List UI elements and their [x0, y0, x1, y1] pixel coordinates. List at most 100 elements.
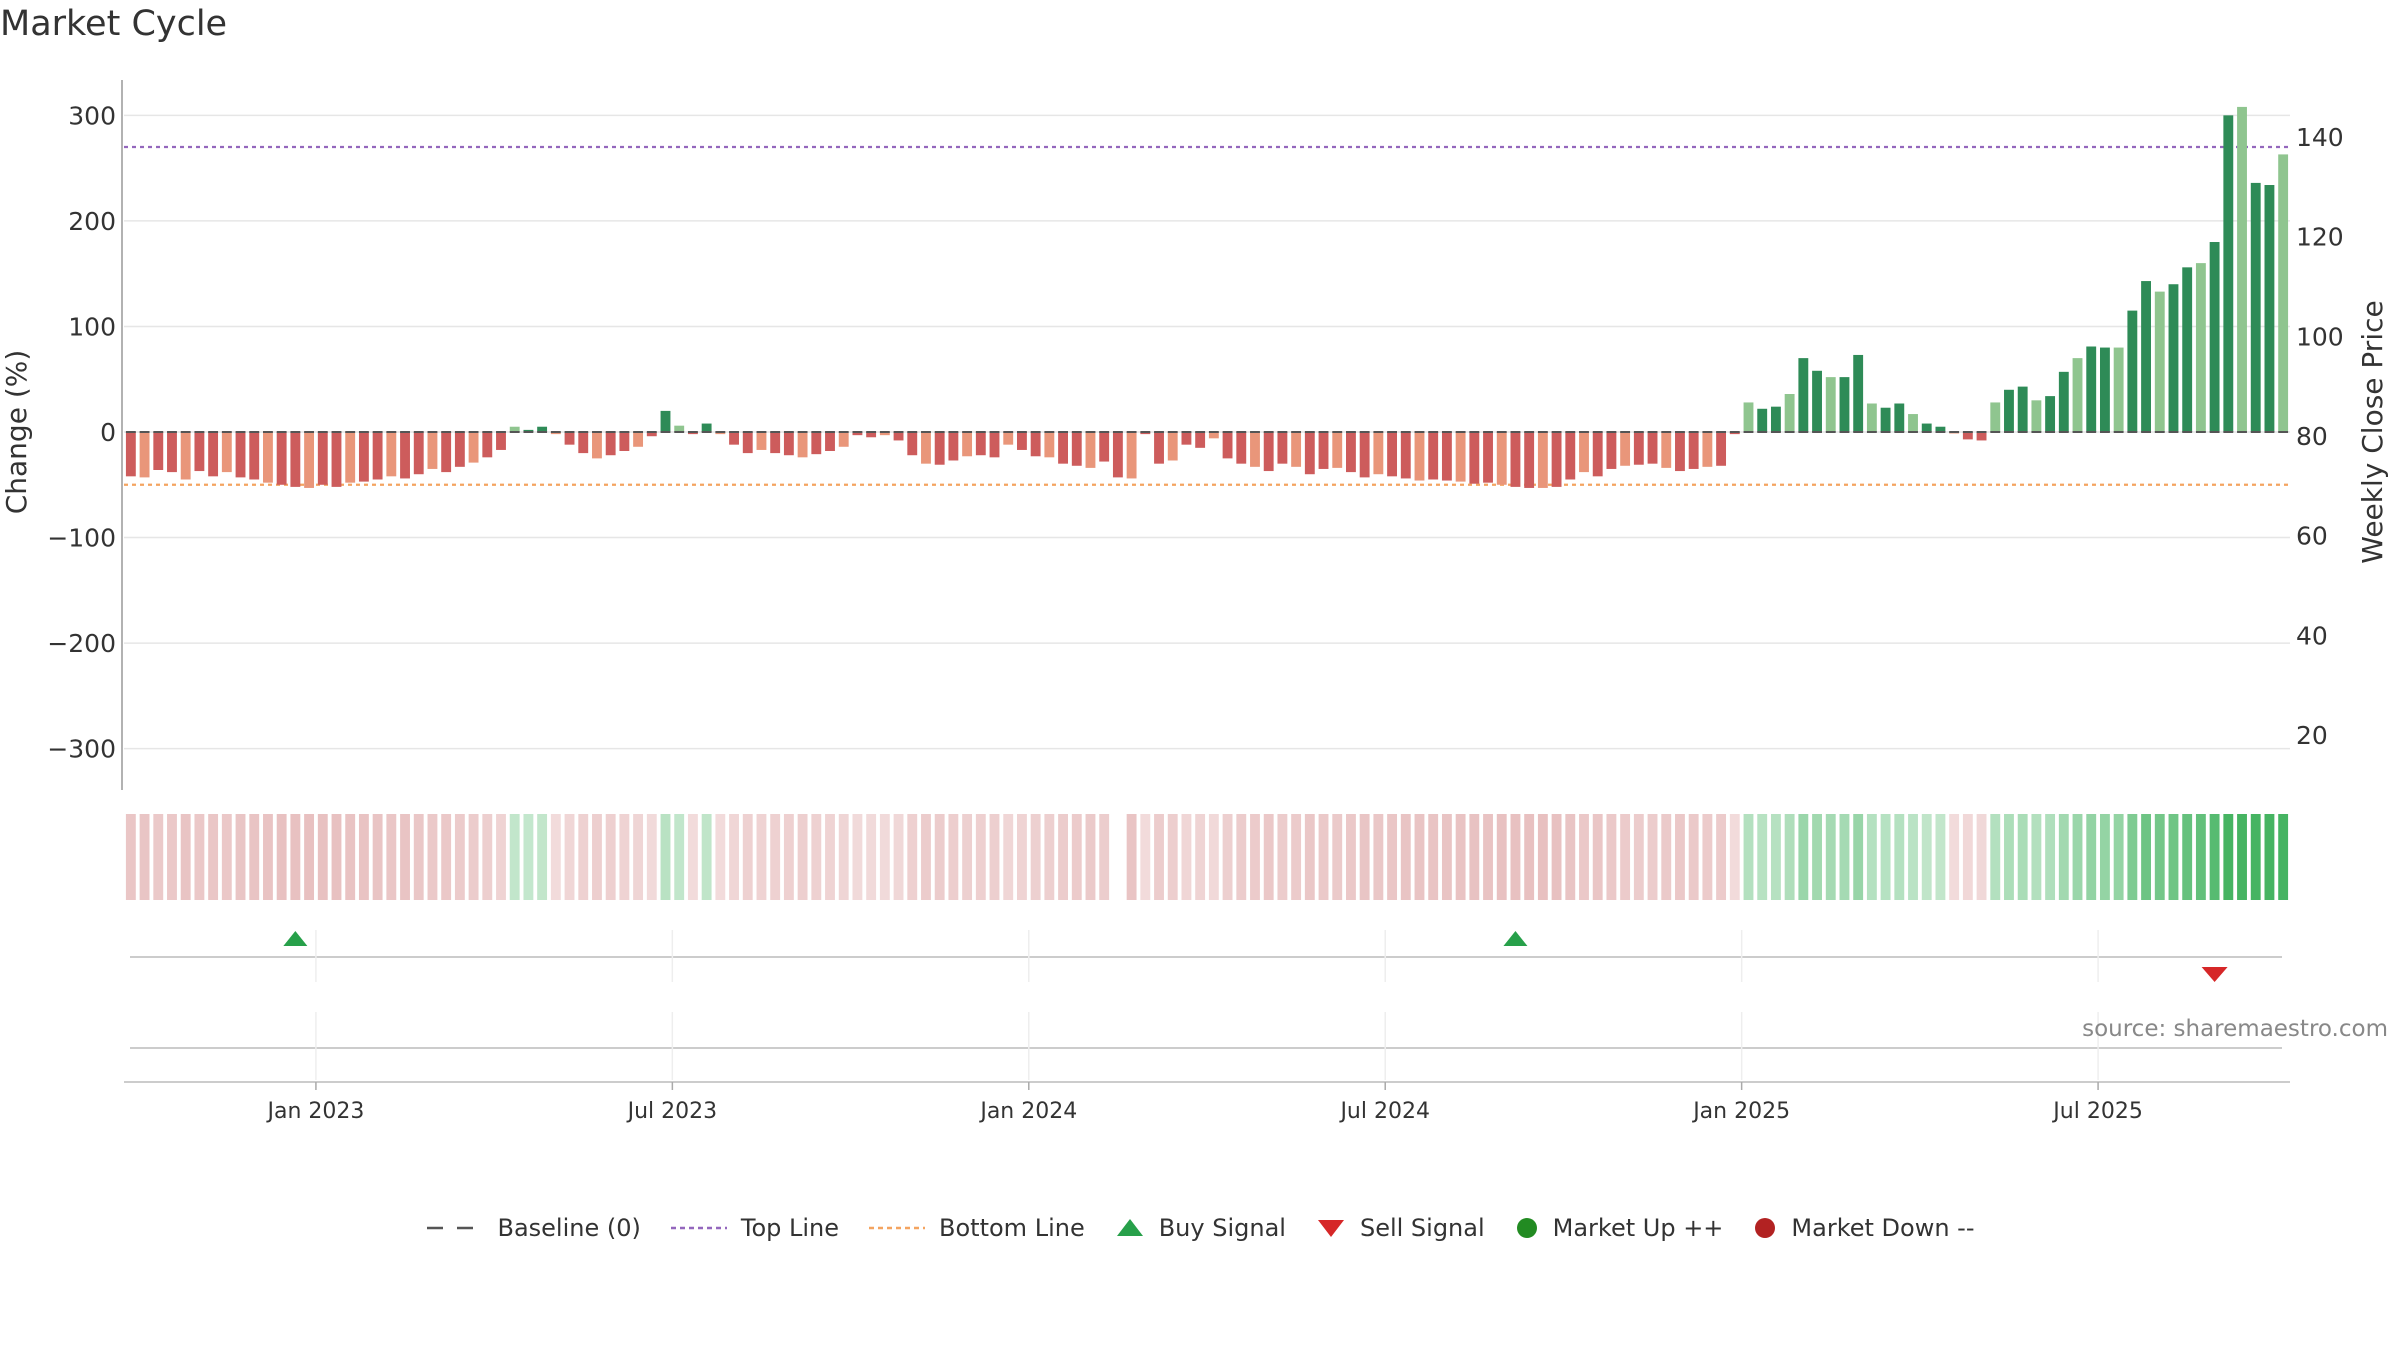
bar [687, 432, 698, 435]
bar [1798, 358, 1809, 432]
heat-cell [989, 814, 1000, 900]
legend-market-up-label: Market Up ++ [1552, 1214, 1724, 1242]
bar [1044, 432, 1055, 458]
bar [2004, 389, 2014, 432]
bar [1866, 403, 1877, 432]
heat-cell [386, 814, 397, 900]
bar [235, 432, 246, 478]
heat-cell [1866, 814, 1877, 900]
heat-cell [1880, 814, 1891, 900]
heat-cell [290, 814, 301, 900]
bar [1620, 432, 1631, 466]
bar [934, 432, 945, 465]
bar [2250, 182, 2261, 432]
heat-cell [1263, 814, 1274, 900]
bar [1962, 432, 1973, 440]
bar [496, 432, 506, 450]
bar [1373, 432, 1384, 475]
heat-cell [1770, 814, 1781, 900]
heat-cell [1428, 814, 1439, 900]
heat-cell [564, 814, 575, 900]
buy-signal-marker [1503, 931, 1528, 946]
bar [729, 432, 739, 445]
heat-cell [372, 814, 383, 900]
bar [893, 432, 904, 441]
heat-cell [1647, 814, 1658, 900]
bar [1126, 432, 1137, 479]
bar [1908, 414, 1918, 432]
bar [400, 432, 410, 479]
heat-cell [893, 814, 904, 900]
heat-cell [427, 814, 438, 900]
bar [825, 432, 835, 451]
heat-cell [1167, 814, 1178, 900]
heat-cell [1003, 814, 1014, 900]
bar [1250, 432, 1260, 467]
bar [1853, 354, 1864, 432]
bar [797, 432, 808, 458]
heat-cell [1976, 814, 1987, 900]
bar [1880, 407, 1891, 432]
bar [770, 432, 781, 454]
bar [1976, 432, 1987, 441]
heat-cell [1332, 814, 1343, 900]
legend-sell-signal-label: Sell Signal [1359, 1214, 1485, 1242]
bar [962, 432, 973, 457]
bar [715, 432, 726, 435]
heat-cell [1825, 814, 1836, 900]
bar [482, 432, 493, 458]
heat-cell [194, 814, 205, 900]
heat-cell [811, 814, 822, 900]
heat-cell [1894, 814, 1905, 900]
heat-cell [1921, 814, 1932, 900]
bar [1003, 432, 1014, 445]
heat-cell [1016, 814, 1027, 900]
bar [153, 432, 164, 470]
heat-cell [1250, 814, 1260, 900]
heat-cell [729, 814, 739, 900]
y2-axis-label: Weekly Close Price [2356, 300, 2389, 563]
heat-cell [975, 814, 986, 900]
heat-cell [592, 814, 602, 900]
x-tick-label: Jan 2024 [978, 1099, 1077, 1124]
bar [660, 410, 671, 432]
source-credit: source: sharemaestro.com [2082, 1016, 2388, 1042]
bar [2223, 115, 2234, 432]
y2-tick-label: 40 [2296, 621, 2328, 650]
heat-cell [331, 814, 342, 900]
heat-cell [1304, 814, 1315, 900]
legend-top-line-label: Top Line [740, 1214, 840, 1242]
heat-cell [1675, 814, 1685, 900]
bar [468, 432, 479, 463]
bar [167, 432, 177, 473]
bar [441, 432, 452, 473]
bar [2168, 284, 2179, 432]
bar [1304, 432, 1315, 475]
heat-cell [249, 814, 260, 900]
heat-cell [1537, 814, 1548, 900]
heat-cell [1236, 814, 1247, 900]
heat-cell [2031, 814, 2042, 900]
heat-cell [221, 814, 232, 900]
y-tick-label: −300 [47, 735, 116, 764]
bar [1154, 432, 1164, 464]
heat-strip [125, 814, 2289, 900]
bar [304, 432, 315, 488]
heat-cell [633, 814, 644, 900]
bar [852, 432, 863, 436]
heat-cell [1483, 814, 1493, 900]
heat-cell [208, 814, 219, 900]
bar [1112, 432, 1123, 478]
bar [2017, 386, 2028, 432]
heat-cell [1126, 814, 1137, 900]
heat-cell [2141, 814, 2151, 900]
heat-cell [825, 814, 835, 900]
heat-cell [1524, 814, 1535, 900]
signal-panel [130, 930, 2282, 1080]
bar [1839, 377, 1850, 432]
bar [2209, 242, 2220, 432]
bar [1921, 423, 1932, 432]
heat-cell [2113, 814, 2124, 900]
bar [1688, 432, 1699, 469]
heat-cell [1592, 814, 1603, 900]
